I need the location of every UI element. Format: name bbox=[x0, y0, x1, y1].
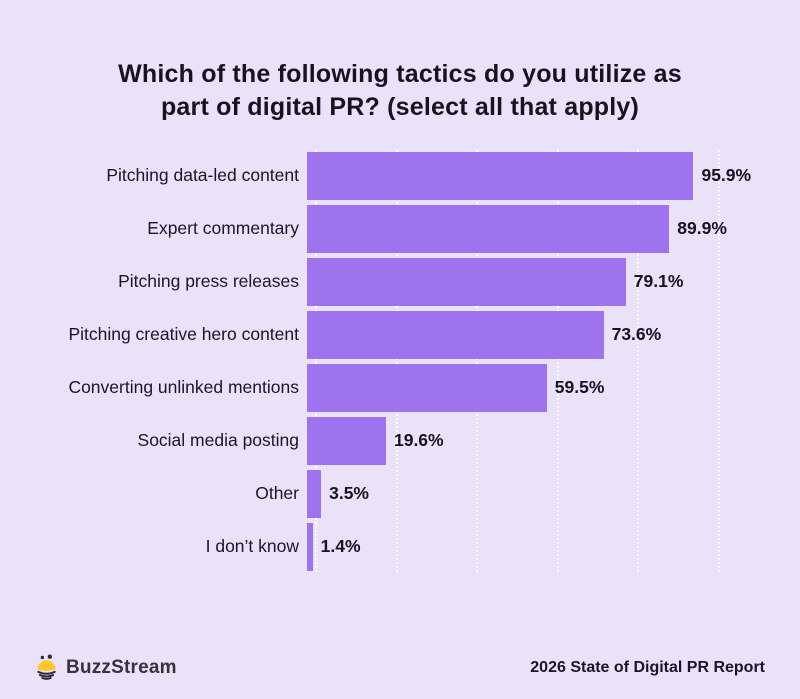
bar-track: 3.5% bbox=[307, 469, 710, 518]
bar bbox=[307, 469, 322, 518]
value-label: 19.6% bbox=[393, 430, 444, 450]
category-label: Social media posting bbox=[137, 430, 299, 450]
bar bbox=[307, 151, 694, 200]
bee-icon bbox=[37, 654, 56, 680]
category-label: Pitching creative hero content bbox=[68, 324, 299, 344]
chart-row: Converting unlinked mentions 59.5% bbox=[0, 361, 800, 414]
gridlines bbox=[315, 150, 720, 572]
bar-track: 19.6% bbox=[307, 416, 710, 465]
chart-title: Which of the following tactics do you ut… bbox=[60, 58, 740, 124]
footer: BuzzStream 2026 State of Digital PR Repo… bbox=[0, 654, 800, 681]
value-label: 1.4% bbox=[320, 536, 361, 556]
value-label: 95.9% bbox=[701, 165, 752, 185]
value-label: 59.5% bbox=[554, 377, 605, 397]
bar-chart: Pitching data-led content 95.9% Expert com… bbox=[0, 149, 800, 573]
category-label: Expert commentary bbox=[147, 218, 299, 238]
gridline bbox=[476, 150, 479, 572]
report-credit: 2026 State of Digital PR Report bbox=[530, 658, 765, 676]
bar bbox=[307, 257, 626, 306]
bar bbox=[307, 416, 386, 465]
category-label: Pitching data-led content bbox=[106, 165, 299, 185]
brand-name: BuzzStream bbox=[66, 656, 177, 678]
category-label: Other bbox=[255, 483, 299, 503]
chart-row: Pitching press releases 79.1% bbox=[0, 255, 800, 308]
bar bbox=[307, 522, 313, 571]
bar-track: 95.9% bbox=[307, 151, 751, 200]
category-label: Pitching press releases bbox=[118, 271, 299, 291]
chart-row: Expert commentary 89.9% bbox=[0, 202, 800, 255]
chart-title-line1: Which of the following tactics do you ut… bbox=[118, 60, 682, 88]
gridline bbox=[395, 150, 398, 572]
gridline bbox=[718, 150, 720, 572]
bar-track: 1.4% bbox=[307, 522, 710, 571]
bar-track: 79.1% bbox=[307, 257, 710, 306]
bar-track: 89.9% bbox=[307, 204, 727, 253]
gridline bbox=[637, 150, 640, 572]
value-label: 79.1% bbox=[633, 271, 684, 291]
value-label: 89.9% bbox=[677, 218, 727, 238]
gridline bbox=[556, 150, 559, 572]
chart-title-line2: part of digital PR? (select all that app… bbox=[160, 93, 640, 121]
category-label: Converting unlinked mentions bbox=[68, 377, 299, 397]
chart-row: Other 3.5% bbox=[0, 467, 800, 520]
chart-row: Social media posting 19.6% bbox=[0, 414, 800, 467]
bar-track: 73.6% bbox=[307, 310, 710, 359]
bar-track: 59.5% bbox=[307, 363, 710, 412]
bar bbox=[307, 204, 670, 253]
bar bbox=[307, 310, 604, 359]
value-label: 73.6% bbox=[611, 324, 662, 344]
bar bbox=[307, 363, 547, 412]
gridline bbox=[315, 150, 317, 572]
chart-rows: Pitching data-led content 95.9% Expert com… bbox=[0, 149, 800, 573]
chart-row: I don’t know 1.4% bbox=[0, 520, 800, 573]
category-label: I don’t know bbox=[205, 536, 299, 556]
chart-row: Pitching creative hero content 73.6% bbox=[0, 308, 800, 361]
value-label: 3.5% bbox=[329, 483, 369, 503]
page-background: { "page": { "background": "#E9E2F9" }, "… bbox=[0, 58, 800, 699]
buzzstream-logo: BuzzStream bbox=[35, 654, 177, 681]
chart-row: Pitching data-led content 95.9% bbox=[0, 149, 800, 202]
